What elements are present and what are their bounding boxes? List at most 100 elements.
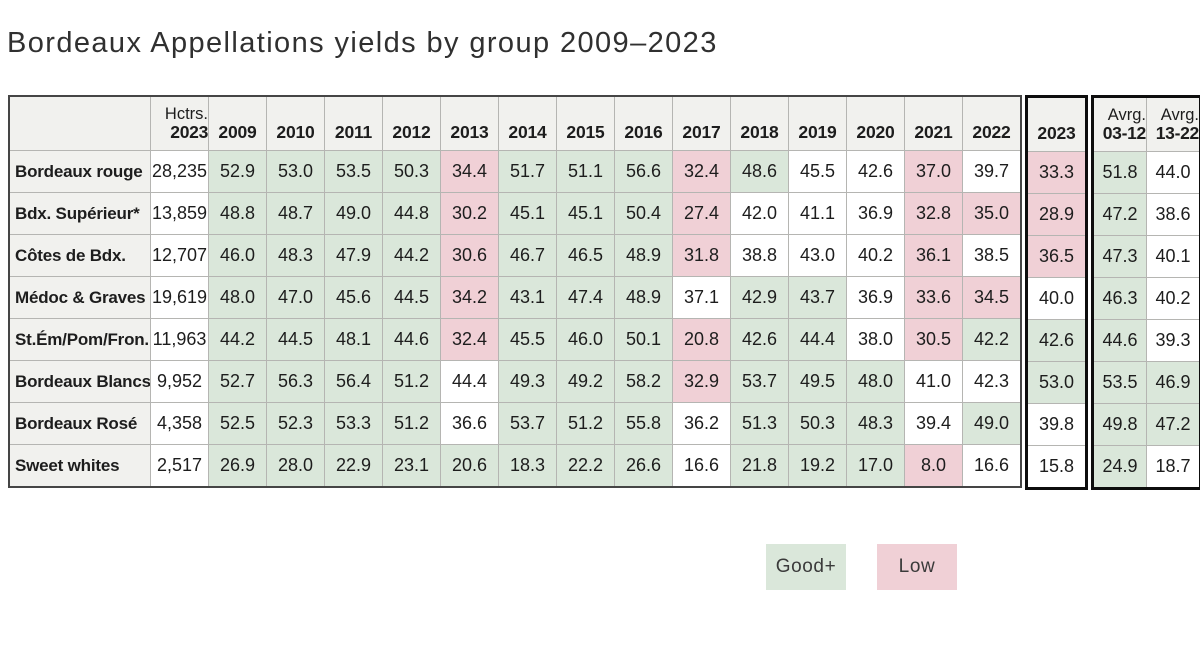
yield-cell: 30.2	[441, 193, 498, 234]
yield-cell: 53.0	[267, 151, 324, 192]
avg-cell-1: 47.2	[1094, 194, 1146, 235]
yield-cell: 43.1	[499, 277, 556, 318]
yield-cell: 48.1	[325, 319, 382, 360]
yield-cell: 36.1	[905, 235, 962, 276]
hectares-cell: 11,963	[151, 319, 208, 360]
yield-cell: 51.7	[499, 151, 556, 192]
year-header: 2014	[499, 97, 556, 150]
hectares-cell: 13,859	[151, 193, 208, 234]
yield-cell: 38.0	[847, 319, 904, 360]
yield-cell: 26.6	[615, 445, 672, 486]
yield-cell: 28.0	[267, 445, 324, 486]
yield-cell: 37.1	[673, 277, 730, 318]
yield-cell: 55.8	[615, 403, 672, 444]
year-header: 2019	[789, 97, 846, 150]
yield-cell: 34.2	[441, 277, 498, 318]
avg-cell-1: 53.5	[1094, 362, 1146, 403]
averages-table: Avrg. 03-12 Avrg. 13-22 51.8 44.0 47.2 38.6 47.3…	[1091, 95, 1200, 490]
yield-cell: 46.0	[209, 235, 266, 276]
yield-cell: 47.0	[267, 277, 324, 318]
yield-cell: 31.8	[673, 235, 730, 276]
yield-cell: 52.3	[267, 403, 324, 444]
year-2023-cell: 36.5	[1028, 236, 1085, 277]
yield-cell: 19.2	[789, 445, 846, 486]
corner-cell	[10, 97, 150, 150]
yield-cell: 37.0	[905, 151, 962, 192]
yield-cell: 51.2	[557, 403, 614, 444]
yield-cell: 49.5	[789, 361, 846, 402]
row-label: Bordeaux Blancs	[10, 361, 150, 402]
yield-cell: 53.5	[325, 151, 382, 192]
yield-cell: 42.9	[731, 277, 788, 318]
yield-cell: 48.9	[615, 235, 672, 276]
year-header: 2021	[905, 97, 962, 150]
hectares-cell: 4,358	[151, 403, 208, 444]
avg-cell-1: 44.6	[1094, 320, 1146, 361]
yield-cell: 32.9	[673, 361, 730, 402]
avg-header-1-line2: 03-12	[1102, 123, 1146, 144]
hectares-header: Hctrs. 2023	[151, 97, 208, 150]
year-2023-cell: 33.3	[1028, 152, 1085, 193]
yield-cell: 20.8	[673, 319, 730, 360]
year-header: 2012	[383, 97, 440, 150]
row-label: Médoc & Graves	[10, 277, 150, 318]
yield-cell: 41.0	[905, 361, 962, 402]
yield-cell: 42.6	[731, 319, 788, 360]
yield-cell: 50.3	[383, 151, 440, 192]
yield-cell: 23.1	[383, 445, 440, 486]
yield-cell: 48.7	[267, 193, 324, 234]
yield-cell: 48.8	[209, 193, 266, 234]
yield-cell: 21.8	[731, 445, 788, 486]
yield-cell: 49.0	[963, 403, 1020, 444]
yield-cell: 53.7	[731, 361, 788, 402]
yield-cell: 32.4	[673, 151, 730, 192]
yield-cell: 51.1	[557, 151, 614, 192]
year-header: 2022	[963, 97, 1020, 150]
avg-cell-2: 18.7	[1147, 446, 1199, 487]
yield-cell: 58.2	[615, 361, 672, 402]
yield-cell: 56.6	[615, 151, 672, 192]
yield-cell: 47.9	[325, 235, 382, 276]
avg-cell-1: 47.3	[1094, 236, 1146, 277]
yield-cell: 43.7	[789, 277, 846, 318]
year-2023-cell: 53.0	[1028, 362, 1085, 403]
year-2023-cell: 42.6	[1028, 320, 1085, 361]
yield-cell: 52.7	[209, 361, 266, 402]
yield-cell: 49.3	[499, 361, 556, 402]
year-header: 2017	[673, 97, 730, 150]
yield-cell: 46.7	[499, 235, 556, 276]
yield-cell: 50.1	[615, 319, 672, 360]
yield-cell: 45.1	[499, 193, 556, 234]
hectares-header-line2: 2023	[170, 122, 208, 143]
yield-cell: 48.6	[731, 151, 788, 192]
yield-cell: 49.0	[325, 193, 382, 234]
yield-cell: 53.3	[325, 403, 382, 444]
yield-cell: 41.1	[789, 193, 846, 234]
yield-cell: 42.6	[847, 151, 904, 192]
yield-cell: 16.6	[673, 445, 730, 486]
yield-cell: 48.9	[615, 277, 672, 318]
row-label: Bdx. Supérieur*	[10, 193, 150, 234]
avg-cell-2: 44.0	[1147, 152, 1199, 193]
avg-header-1-line1: Avrg.	[1107, 105, 1146, 124]
year-header: 2013	[441, 97, 498, 150]
yield-cell: 44.6	[383, 319, 440, 360]
yield-cell: 42.0	[731, 193, 788, 234]
avg-cell-2: 40.2	[1147, 278, 1199, 319]
hectares-cell: 19,619	[151, 277, 208, 318]
yield-cell: 45.5	[789, 151, 846, 192]
yield-cell: 48.3	[267, 235, 324, 276]
avg-header-2-line2: 13-22	[1155, 123, 1199, 144]
yield-cell: 53.7	[499, 403, 556, 444]
yield-cell: 56.3	[267, 361, 324, 402]
yield-cell: 8.0	[905, 445, 962, 486]
legend-good-swatch: Good+	[766, 544, 846, 590]
yield-cell: 51.2	[383, 361, 440, 402]
yield-cell: 36.2	[673, 403, 730, 444]
yield-cell: 45.1	[557, 193, 614, 234]
year-header: 2016	[615, 97, 672, 150]
avg-cell-2: 38.6	[1147, 194, 1199, 235]
yield-cell: 48.3	[847, 403, 904, 444]
year-2023-column: 2023 33.3 28.9 36.5 40.0 42.6 53.0 39.8 15.8	[1025, 95, 1088, 490]
avg-header-2: Avrg. 13-22	[1147, 98, 1199, 151]
